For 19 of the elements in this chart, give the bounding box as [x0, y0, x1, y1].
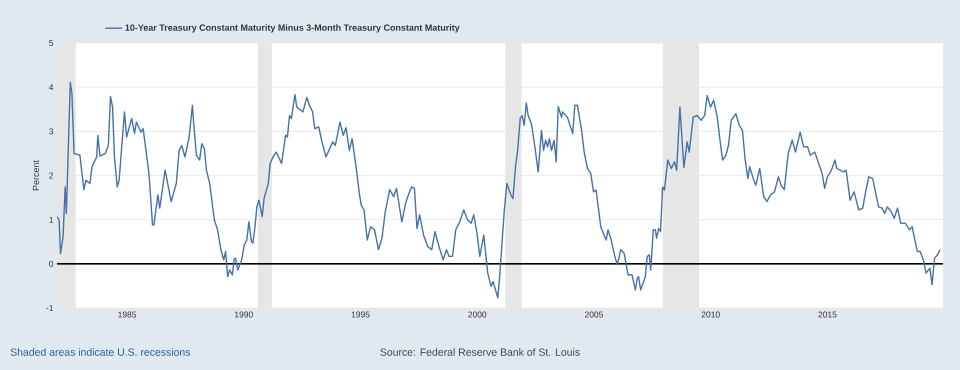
source-note: Source: Federal Reserve Bank of St. Louis	[380, 348, 580, 356]
y-tick-label: 2	[49, 172, 54, 178]
x-tick-label: 1990	[235, 312, 253, 318]
x-tick-label: 2005	[584, 312, 604, 318]
y-tick-label: 5	[49, 40, 54, 46]
legend-label: 10-Year Treasury Constant Maturity Minus 3-Month Treasury Constant Maturity	[125, 24, 460, 33]
text: Shaded areas indicate U.S. recessions	[10, 348, 190, 356]
y-tick-label: 0	[49, 260, 54, 267]
y-tick-label: -1	[46, 305, 54, 311]
line-series	[57, 82, 941, 299]
x-tick-label: 1985	[118, 312, 136, 318]
x-tick-label: 1995	[352, 312, 370, 318]
x-tick-label: 2015	[818, 312, 837, 318]
y-tick-label: 1	[49, 216, 54, 223]
x-tick-label: 2010	[702, 312, 720, 318]
x-tick-label: 2000	[468, 312, 486, 318]
y-tick-label: 3	[49, 128, 54, 134]
y-axis-title: Percent	[32, 160, 40, 190]
y-tick-label: 4	[48, 84, 54, 90]
